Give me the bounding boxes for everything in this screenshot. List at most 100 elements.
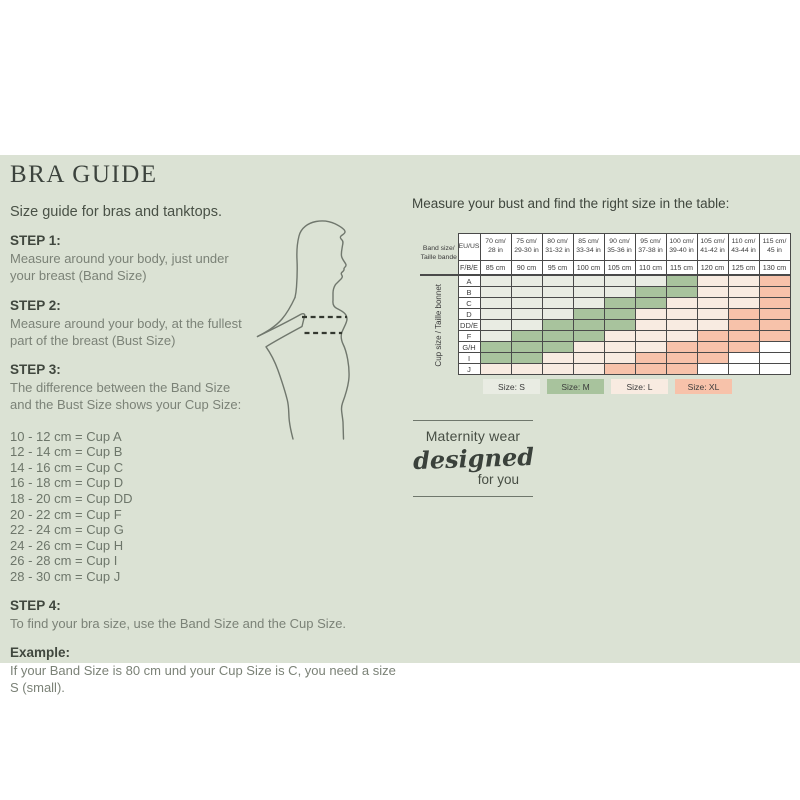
size-cell: [696, 363, 729, 375]
size-cell: [665, 297, 698, 309]
band-column-header: 115 cm/45 in: [758, 233, 791, 261]
legend-size-s: Size: S: [483, 379, 540, 394]
band-cm: 75 cm/: [516, 238, 537, 246]
size-cell: [696, 352, 729, 364]
size-cell: [541, 286, 574, 298]
band-column-header: 80 cm/31-32 in: [541, 233, 574, 261]
size-cell: [727, 341, 760, 353]
size-cell: [727, 363, 760, 375]
size-cell: [758, 274, 791, 287]
band-in: 41-42 in: [700, 247, 725, 254]
brand-logo-block: Maternity wear designed for you: [413, 420, 534, 497]
band-in: 43-44 in: [731, 247, 756, 254]
size-cell: [572, 286, 605, 298]
size-cell: [572, 319, 605, 331]
size-cell: [479, 274, 512, 287]
band-in: 45 in: [767, 247, 782, 254]
size-cell: [603, 308, 636, 320]
band-in: 29-30 in: [514, 247, 539, 254]
band-column-header: 70 cm/28 in: [479, 233, 512, 261]
cup-list-item: 10 - 12 cm = Cup A: [10, 428, 122, 444]
logo-bottom-rule: [413, 496, 533, 497]
size-cell: [510, 274, 543, 287]
step-4-label: STEP 4:: [10, 597, 61, 613]
cup-list-item: 26 - 28 cm = Cup I: [10, 553, 118, 569]
band-cm: 105 cm/: [700, 238, 725, 246]
size-cell: [541, 330, 574, 342]
size-cell: [541, 352, 574, 364]
pregnant-woman-silhouette-illustration: [256, 220, 350, 440]
size-cell: [758, 330, 791, 342]
band-in: 37-38 in: [638, 247, 663, 254]
size-cell: [572, 308, 605, 320]
band-in: 35-36 in: [607, 247, 632, 254]
size-cell: [572, 297, 605, 309]
band-cm: 115 cm/: [762, 238, 787, 246]
size-cell: [727, 297, 760, 309]
size-cell: [572, 363, 605, 375]
cup-list-item: 16 - 18 cm = Cup D: [10, 475, 124, 491]
page-title: BRA GUIDE: [10, 161, 158, 188]
size-cell: [696, 286, 729, 298]
size-cell: [665, 286, 698, 298]
cup-list-item: 18 - 20 cm = Cup DD: [10, 491, 133, 507]
size-cell: [696, 319, 729, 331]
size-cell: [696, 341, 729, 353]
size-cell: [541, 363, 574, 375]
size-cell: [634, 274, 667, 287]
size-cell: [758, 286, 791, 298]
corner-label-line2: Taille bande: [420, 253, 457, 261]
size-cell: [727, 352, 760, 364]
band-column-header: 85 cm/33-34 in: [572, 233, 605, 261]
size-cell: [758, 341, 791, 353]
band-column-header: 95 cm/37-38 in: [634, 233, 667, 261]
size-cell: [541, 274, 574, 287]
fbe-cm: 115 cm: [665, 260, 698, 276]
size-cell: [479, 352, 512, 364]
size-cell: [634, 286, 667, 298]
size-cell: [634, 352, 667, 364]
band-in: 31-32 in: [545, 247, 570, 254]
size-cell: [479, 330, 512, 342]
band-column-header: 75 cm/29-30 in: [510, 233, 543, 261]
table-intro-text: Measure your bust and find the right siz…: [412, 196, 730, 211]
step-4: STEP 4: To find your bra size, use the B…: [10, 598, 402, 632]
cup-row-label: C: [457, 297, 481, 309]
corner-label-line1: Band size/: [422, 244, 455, 252]
size-cell: [665, 352, 698, 364]
fbe-cm: 125 cm: [727, 260, 760, 276]
size-cell: [510, 352, 543, 364]
step-4-text: To find your bra size, use the Band Size…: [10, 615, 347, 631]
band-cm: 95 cm/: [640, 238, 661, 246]
band-column-header: 105 cm/41-42 in: [696, 233, 729, 261]
step-1-label: STEP 1:: [10, 233, 61, 248]
cup-row-label: DD/E: [457, 319, 481, 331]
fbe-cm: 90 cm: [510, 260, 543, 276]
band-cm: 85 cm/: [578, 238, 599, 246]
size-cell: [727, 319, 760, 331]
band-cm: 100 cm/: [669, 238, 694, 246]
band-in: 33-34 in: [576, 247, 601, 254]
bra-size-table: Band size/ Taille bande EU/US 70 cm/28 i…: [420, 233, 791, 375]
size-cell: [572, 330, 605, 342]
guide-text-column: BRA GUIDE Size guide for bras and tankto…: [10, 161, 402, 696]
band-cm: 70 cm/: [485, 238, 506, 246]
size-cell: [603, 297, 636, 309]
size-cell: [541, 297, 574, 309]
fbe-cm: 105 cm: [603, 260, 636, 276]
size-cell: [541, 319, 574, 331]
eu-us-header: EU/US: [457, 233, 481, 261]
size-cell: [634, 363, 667, 375]
fbe-cm: 95 cm: [541, 260, 574, 276]
size-cell: [634, 341, 667, 353]
band-cm: 110 cm/: [731, 238, 756, 246]
cup-row-label: A: [457, 274, 481, 287]
legend-size-xl: Size: XL: [675, 379, 732, 394]
cup-size-conversion-list: 10 - 12 cm = Cup A 12 - 14 cm = Cup B 14…: [10, 429, 402, 585]
logo-top-rule: [413, 420, 533, 421]
size-cell: [665, 274, 698, 287]
size-cell: [634, 308, 667, 320]
step-1-text: Measure around your body, just under you…: [10, 251, 229, 284]
band-cm: 80 cm/: [547, 238, 568, 246]
step-1: STEP 1: Measure around your body, just u…: [10, 233, 402, 285]
